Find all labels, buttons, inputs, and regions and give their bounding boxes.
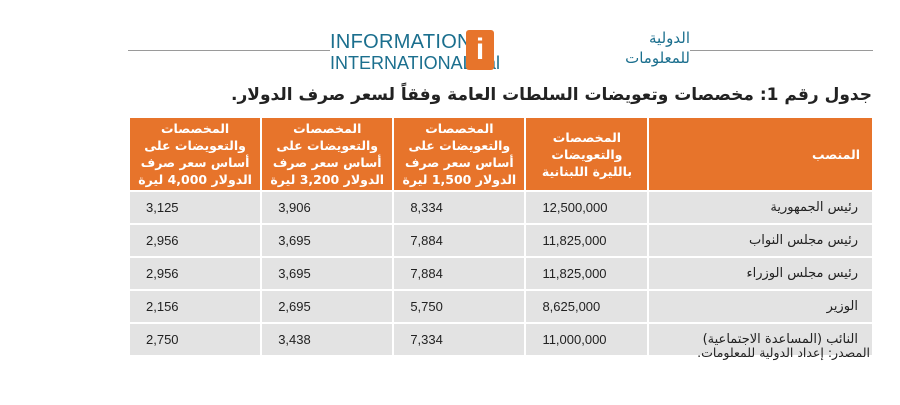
header-rate-4000: المخصصات والتعويضات على أساس سعر صرف الد… [130,118,261,190]
row-rate-1500: 7,884 [394,258,525,289]
row-lbp: 8,625,000 [526,291,648,322]
row-lbp: 11,825,000 [526,225,648,256]
header-lbp: المخصصات والتعويضات بالليرة اللبنانية [526,118,648,190]
row-rate-3200: 3,695 [262,225,393,256]
table-row: رئيس مجلس الوزراء 11,825,000 7,884 3,695… [130,258,872,289]
logo-ar-line2: للمعلومات [625,49,690,67]
row-rate-4000: 3,125 [130,192,261,223]
row-rate-3200: 3,695 [262,258,393,289]
logo-ar-line1: الدولية [649,29,690,47]
table-header-row: المنصب المخصصات والتعويضات بالليرة اللبن… [130,118,872,190]
row-position: رئيس مجلس النواب [649,225,872,256]
header-rate-1500: المخصصات والتعويضات على أساس سعر صرف الد… [394,118,525,190]
table-row: الوزير 8,625,000 5,750 2,695 2,156 [130,291,872,322]
row-position: رئيس مجلس الوزراء [649,258,872,289]
row-rate-1500: 8,334 [394,192,525,223]
logo-english-text: INFORMATION INTERNATIONAL sal [330,32,500,72]
row-lbp: 11,000,000 [526,324,648,355]
header-position: المنصب [649,118,872,190]
header-rate-3200: المخصصات والتعويضات على أساس سعر صرف الد… [262,118,393,190]
row-lbp: 12,500,000 [526,192,648,223]
row-position: الوزير [649,291,872,322]
logo-en-line2: INTERNATIONAL sal [330,53,501,73]
table-row: النائب (المساعدة الاجتماعية) 11,000,000 … [130,324,872,355]
row-lbp: 11,825,000 [526,258,648,289]
table-row: رئيس مجلس النواب 11,825,000 7,884 3,695 … [130,225,872,256]
row-rate-4000: 2,956 [130,258,261,289]
row-rate-3200: 3,438 [262,324,393,355]
row-rate-1500: 7,334 [394,324,525,355]
source-note: المصدر: إعداد الدولية للمعلومات. [697,345,870,360]
logo-en-line1: INFORMATION [330,31,472,53]
table-row: رئيس الجمهورية 12,500,000 8,334 3,906 3,… [130,192,872,223]
row-rate-1500: 7,884 [394,225,525,256]
information-international-logo: INFORMATION INTERNATIONAL sal i الدولية … [330,28,690,74]
table-title: جدول رقم 1: مخصصات وتعويضات السلطات العا… [231,85,872,105]
row-rate-4000: 2,156 [130,291,261,322]
row-rate-1500: 5,750 [394,291,525,322]
logo-arabic-text: الدولية للمعلومات [502,28,690,68]
row-rate-4000: 2,750 [130,324,261,355]
row-rate-4000: 2,956 [130,225,261,256]
logo-mark-icon: i [466,30,494,70]
allowances-table: المنصب المخصصات والتعويضات بالليرة اللبن… [128,116,874,357]
row-rate-3200: 2,695 [262,291,393,322]
row-position: النائب (المساعدة الاجتماعية) [649,324,872,355]
row-position: رئيس الجمهورية [649,192,872,223]
row-rate-3200: 3,906 [262,192,393,223]
